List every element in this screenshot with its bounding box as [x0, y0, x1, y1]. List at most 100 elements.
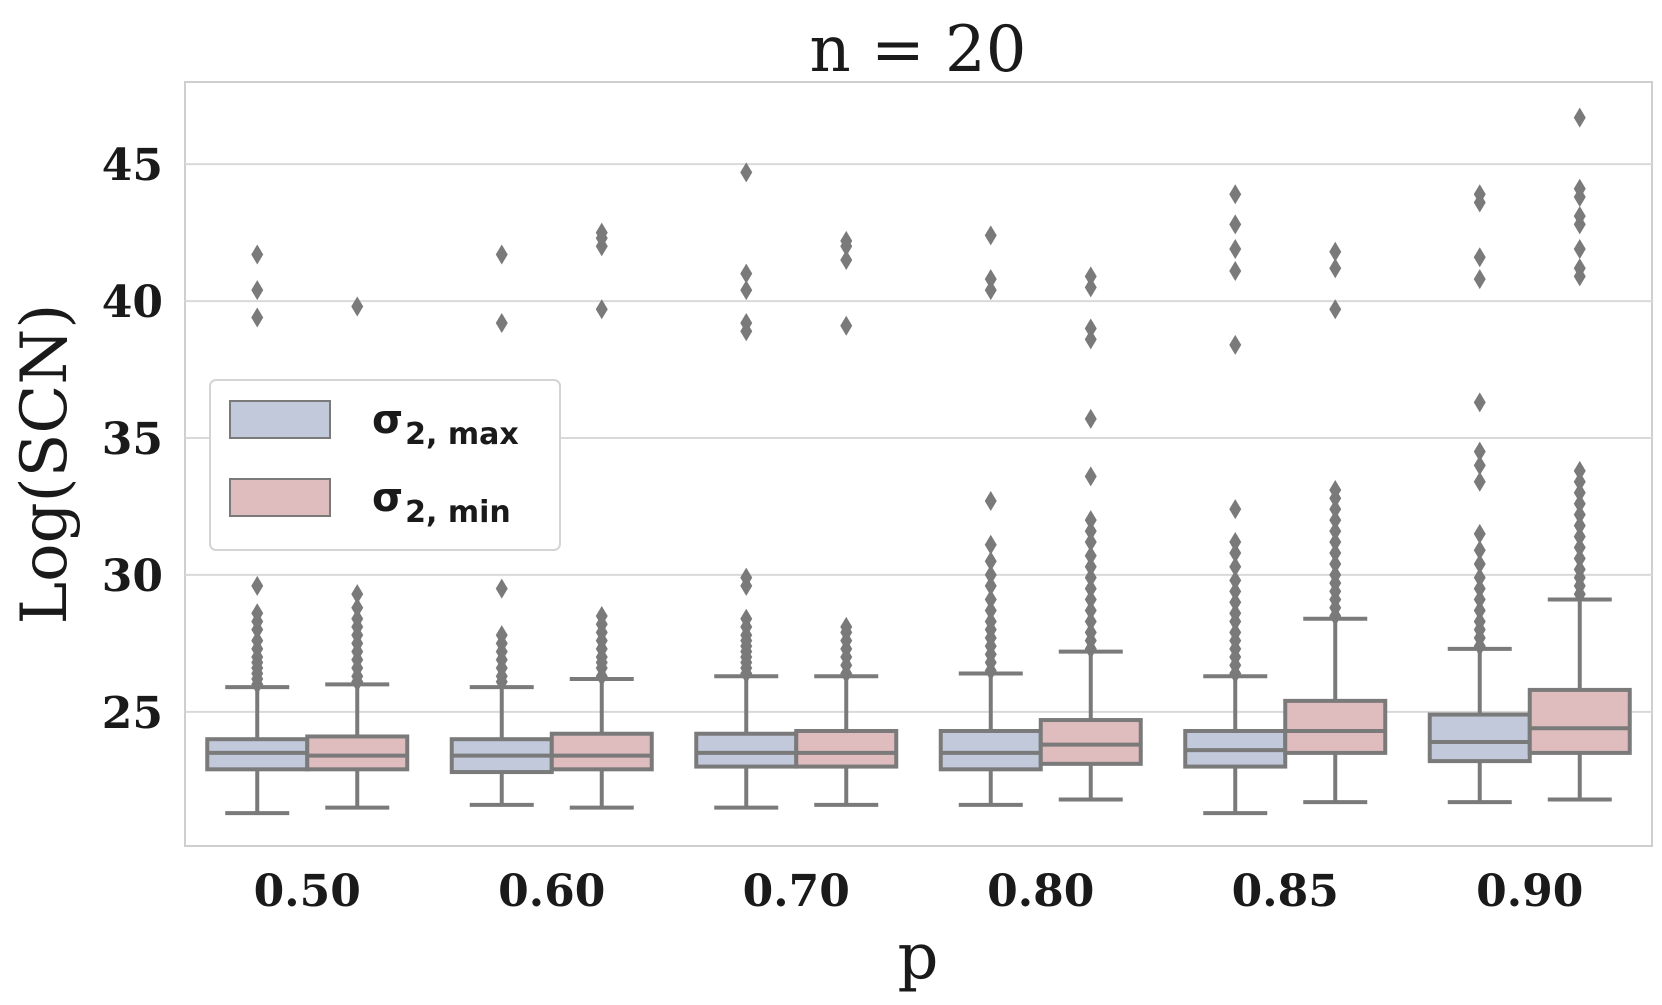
outlier-point: [495, 578, 508, 599]
outlier-point: [1473, 578, 1486, 599]
outlier-point: [1229, 570, 1242, 591]
outlier-point: [1573, 537, 1586, 558]
outlier-point: [351, 296, 364, 317]
outlier-point: [1229, 184, 1242, 205]
outlier-point: [984, 269, 997, 290]
box: [794, 230, 899, 807]
outlier-point: [1329, 532, 1342, 553]
outlier-point: [495, 244, 508, 265]
outlier-point: [1084, 611, 1097, 632]
legend-label-sigma-max: σ2, max: [372, 397, 519, 452]
outlier-point: [251, 307, 264, 328]
outlier-point: [251, 244, 264, 265]
iqr-box: [938, 728, 1043, 772]
outlier-point: [1329, 299, 1342, 320]
x-tick-labels: 0.50 0.60 0.70 0.80 0.85 0.90: [254, 866, 1584, 917]
outlier-point: [1229, 532, 1242, 553]
outlier-point: [1084, 600, 1097, 621]
chart-title: n = 20: [810, 13, 1027, 87]
outlier-point: [1473, 455, 1486, 476]
outlier-point: [1329, 521, 1342, 542]
iqr-box: [694, 731, 799, 769]
outlier-point: [495, 625, 508, 646]
y-tick-label: 25: [102, 688, 163, 739]
outlier-point: [495, 312, 508, 333]
outlier-point: [1329, 499, 1342, 520]
outlier-point: [840, 616, 853, 637]
y-tick-labels: 25 30 35 40 45: [102, 140, 163, 739]
iqr-box: [794, 728, 899, 769]
outlier-point: [1573, 548, 1586, 569]
x-tick-label: 0.85: [1232, 866, 1339, 917]
iqr-box: [549, 731, 654, 772]
x-tick-label: 0.60: [498, 866, 605, 917]
outlier-point: [1473, 567, 1486, 588]
iqr-box: [1283, 698, 1388, 755]
legend-label-sigma-max-sub: 2, max: [405, 417, 519, 452]
box: [205, 244, 310, 816]
outlier-point: [840, 249, 853, 270]
outlier-point: [1329, 553, 1342, 574]
outlier-point: [1573, 460, 1586, 481]
outlier-point: [1473, 247, 1486, 268]
outlier-point: [1084, 408, 1097, 429]
outlier-point: [351, 584, 364, 605]
outlier-point: [1229, 334, 1242, 355]
x-tick-label: 0.50: [254, 866, 361, 917]
outlier-point: [1473, 611, 1486, 632]
box: [1183, 184, 1288, 816]
box: [549, 222, 654, 810]
iqr-box: [1527, 687, 1632, 755]
x-tick-label: 0.80: [987, 866, 1094, 917]
outlier-point: [740, 567, 753, 588]
outlier-point: [1229, 603, 1242, 624]
outlier-point: [740, 608, 753, 629]
outlier-point: [1084, 532, 1097, 553]
outlier-point: [1229, 239, 1242, 260]
outlier-point: [840, 315, 853, 336]
outlier-point: [984, 280, 997, 301]
outlier-point: [1329, 542, 1342, 563]
outlier-point: [1473, 540, 1486, 561]
y-tick-label: 30: [102, 551, 163, 602]
outlier-point: [1084, 578, 1097, 599]
outlier-point: [1084, 329, 1097, 350]
x-tick-label: 0.90: [1476, 866, 1583, 917]
box: [694, 162, 799, 810]
outlier-point: [1329, 480, 1342, 501]
outlier-point: [984, 564, 997, 585]
outlier-point: [351, 597, 364, 618]
outlier-point: [984, 611, 997, 632]
outlier-point: [1329, 258, 1342, 279]
outlier-point: [1229, 214, 1242, 235]
outlier-point: [1573, 107, 1586, 128]
outlier-point: [1229, 556, 1242, 577]
outlier-point: [595, 605, 608, 626]
outlier-point: [1084, 622, 1097, 643]
outlier-point: [1473, 184, 1486, 205]
outlier-point: [1084, 556, 1097, 577]
outlier-point: [1229, 260, 1242, 281]
y-axis-label: Log(SCN): [8, 304, 82, 625]
legend: σ2, max σ2, min: [209, 379, 561, 551]
outlier-point: [1229, 499, 1242, 520]
outlier-point: [1084, 521, 1097, 542]
outlier-point: [595, 299, 608, 320]
outlier-point: [1473, 441, 1486, 462]
outlier-point: [1084, 567, 1097, 588]
outlier-point: [251, 280, 264, 301]
outlier-point: [740, 162, 753, 183]
outlier-point: [1084, 589, 1097, 610]
outlier-point: [984, 575, 997, 596]
outlier-point: [1473, 553, 1486, 574]
outlier-point: [840, 230, 853, 251]
outlier-point: [1229, 542, 1242, 563]
iqr-box: [1427, 712, 1532, 764]
y-tick-label: 35: [102, 414, 163, 465]
outlier-point: [1229, 622, 1242, 643]
x-tick-label: 0.70: [743, 866, 850, 917]
outlier-point: [984, 551, 997, 572]
box: [1283, 241, 1388, 805]
outlier-point: [1573, 559, 1586, 580]
outlier-point: [1573, 493, 1586, 514]
